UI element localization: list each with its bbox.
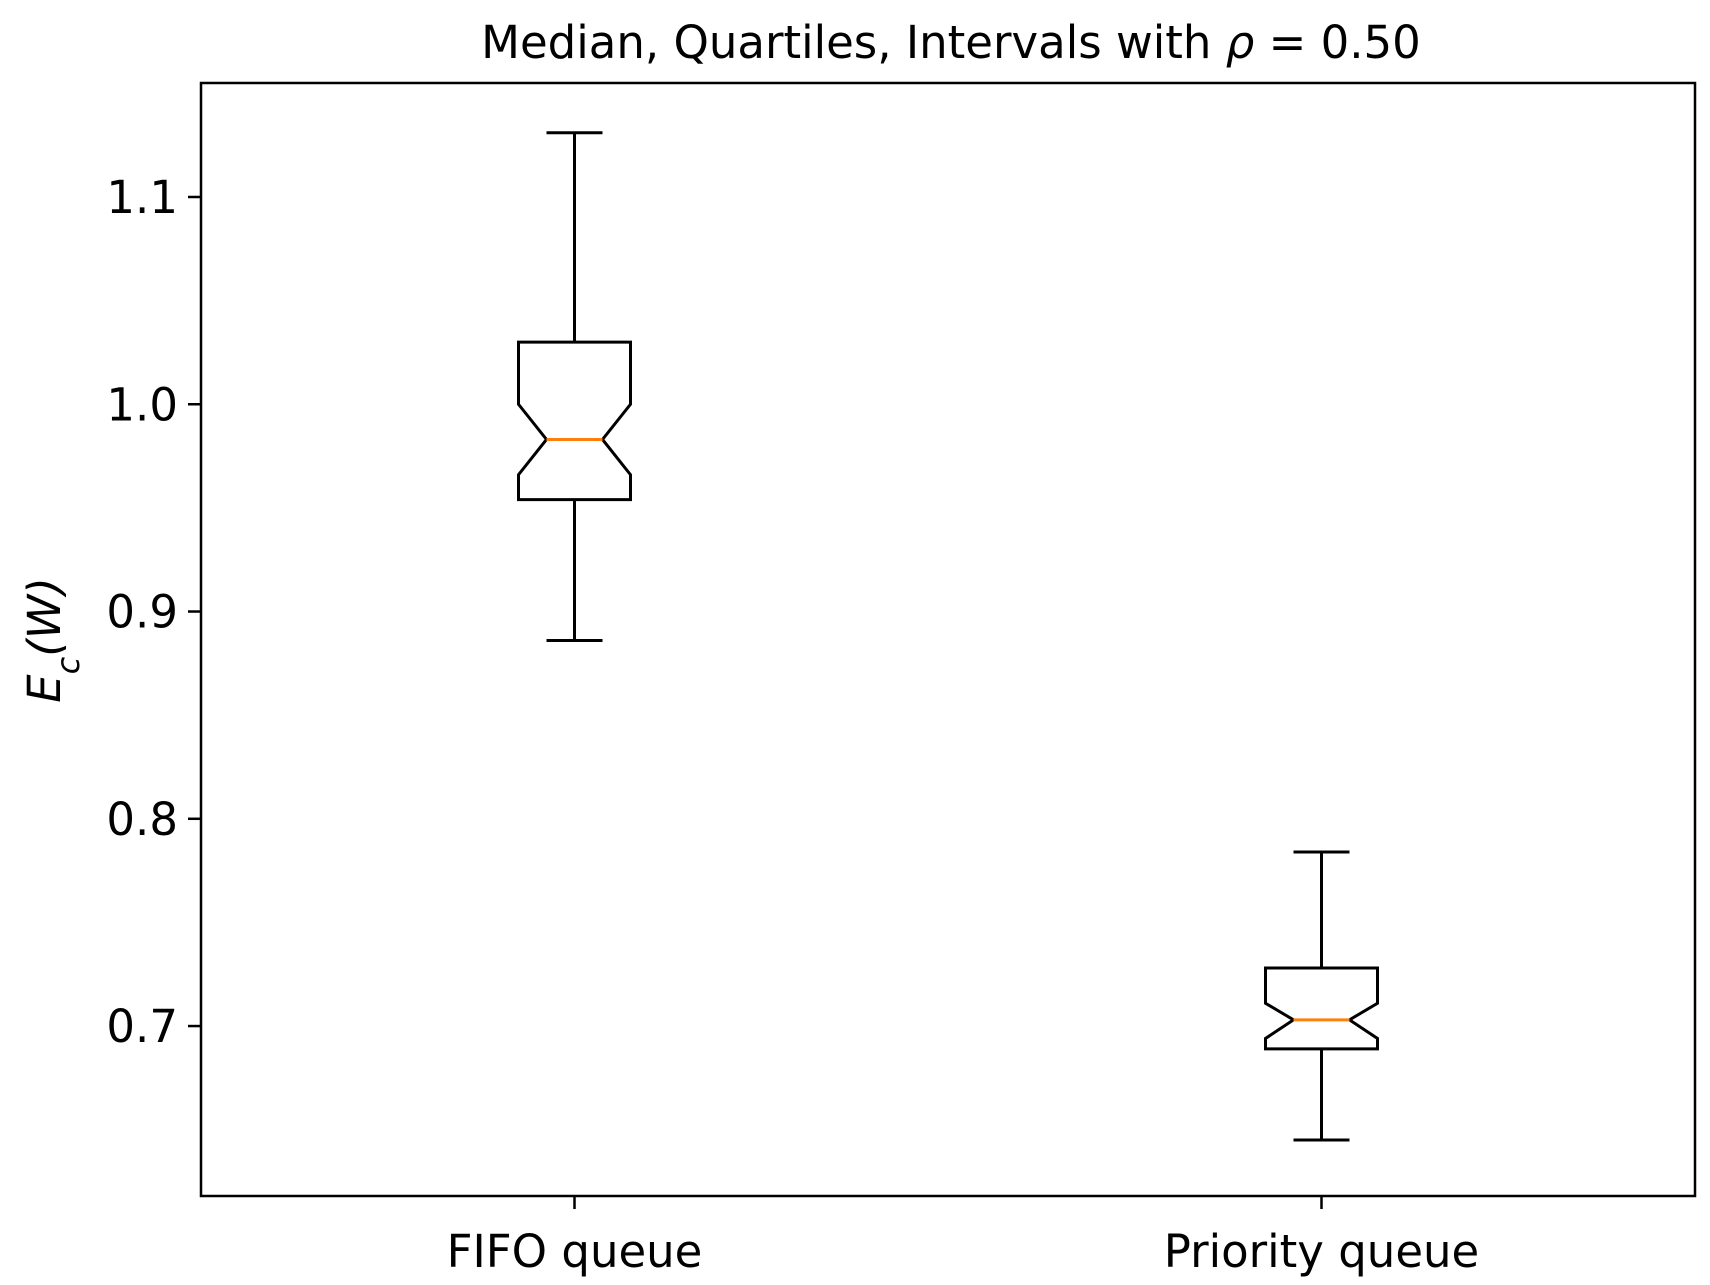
y-tick-label: 0.7 bbox=[106, 1000, 178, 1053]
y-tick-label: 1.0 bbox=[106, 378, 178, 431]
plot-frame bbox=[199, 81, 1697, 1198]
y-tick-label: 1.1 bbox=[106, 171, 178, 224]
plot-marks: 0.7 0.8 0.9 1.0 1.1 FIFO queue Priority queue bbox=[106, 131, 1479, 1278]
box-notched bbox=[1264, 966, 1379, 1051]
x-tick-label: Priority queue bbox=[1164, 1225, 1479, 1278]
title-prefix: Median, Quartiles, Intervals with bbox=[481, 16, 1226, 69]
title-symbol: ρ bbox=[1226, 16, 1255, 69]
ylabel-main: E bbox=[18, 674, 71, 703]
y-tick-label: 0.9 bbox=[106, 586, 178, 639]
ylabel-rest: (W) bbox=[18, 577, 71, 657]
y-tick-label: 0.8 bbox=[106, 793, 178, 846]
y-axis-label: Ec(W) bbox=[18, 577, 87, 703]
ylabel-sub: c bbox=[49, 656, 87, 674]
chart-title: Median, Quartiles, Intervals with ρ = 0.… bbox=[481, 16, 1421, 69]
box-notched bbox=[517, 340, 632, 502]
x-tick-label: FIFO queue bbox=[447, 1225, 703, 1278]
title-suffix: = 0.50 bbox=[1254, 16, 1421, 69]
